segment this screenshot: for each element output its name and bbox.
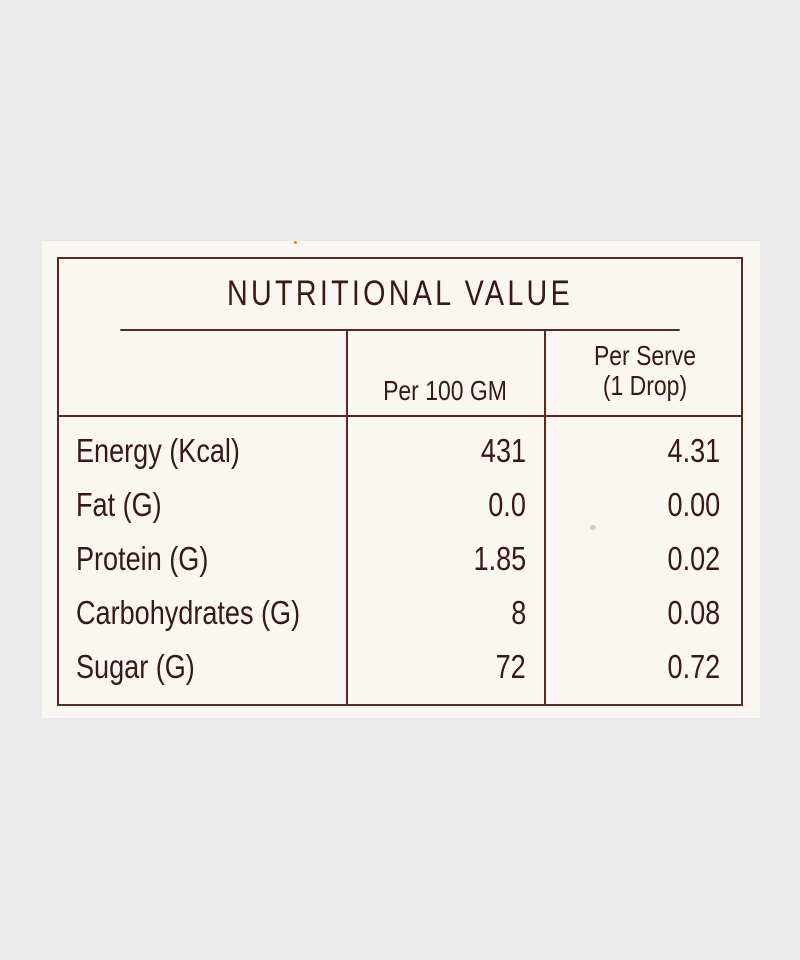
row-value-per-serve-fat: 0.00 [667,486,720,523]
row-value-per-serve-carbohydrates: 0.08 [667,594,720,631]
column-header-per-100: Per 100 GM [383,375,507,406]
column-header-per-serve: Per Serve (1 Drop) [567,341,723,401]
column-divider [544,331,546,706]
row-value-per-100-carbohydrates: 8 [510,594,526,631]
nutrition-table: NUTRITIONAL VALUE Per 100 GM Per Serve (… [57,257,743,706]
row-label-energy: Energy (Kcal) [76,432,240,469]
row-value-per-100-fat: 0.0 [488,486,526,523]
ink-speck [294,241,297,244]
column-divider [346,331,348,706]
row-value-per-serve-sugar: 0.72 [667,648,720,685]
row-value-per-100-sugar: 72 [495,648,526,685]
column-header-per-serve-line2: (1 Drop) [602,370,688,401]
paper-mark [590,525,596,530]
row-value-per-100-energy: 431 [480,432,526,469]
table-title: NUTRITIONAL VALUE [120,259,680,331]
row-label-sugar: Sugar (G) [76,648,195,685]
row-label-protein: Protein (G) [76,540,209,577]
row-value-per-100-protein: 1.85 [473,540,526,577]
row-label-carbohydrates: Carbohydrates (G) [76,594,301,631]
row-label-fat: Fat (G) [76,486,162,523]
column-header-per-serve-line1: Per Serve [593,340,697,371]
nutrition-label: NUTRITIONAL VALUE Per 100 GM Per Serve (… [42,241,760,718]
row-value-per-serve-protein: 0.02 [667,540,720,577]
header-divider [59,415,741,417]
row-value-per-serve-energy: 4.31 [667,432,720,469]
